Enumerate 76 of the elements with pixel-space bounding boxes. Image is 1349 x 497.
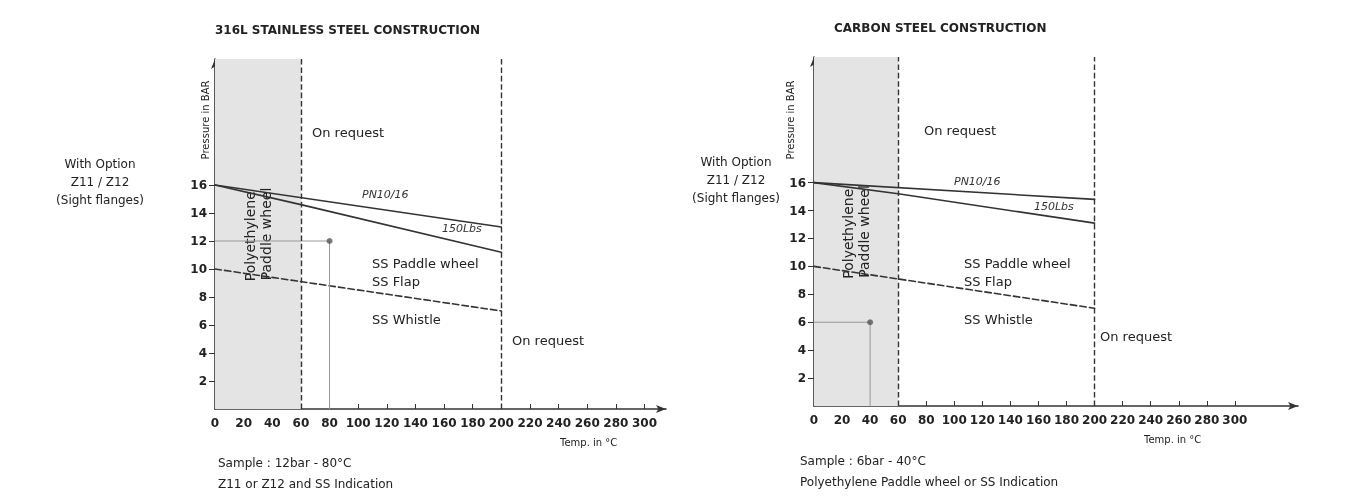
x-tick-label: 200: [488, 416, 514, 430]
band-label: Polyethylene Paddle wheel: [241, 186, 274, 282]
x-tick-label: 260: [1166, 413, 1192, 427]
y-tick-label: 12: [190, 234, 207, 248]
x-tick-label: 20: [833, 413, 851, 427]
y-axis-title: Pressure in BAR: [199, 80, 211, 160]
x-tick-label: 140: [402, 416, 428, 430]
annotation: On request: [924, 122, 997, 138]
series-label: 150Lbs: [442, 222, 483, 235]
x-tick-label: 120: [374, 416, 400, 430]
x-tick-label: 300: [631, 416, 658, 430]
x-tick-label: 180: [1053, 413, 1080, 427]
text: With Option Z11 / Z12 (Sight flanges): [692, 155, 780, 205]
x-tick-label: 100: [345, 416, 371, 430]
annotation: On request: [512, 332, 585, 348]
x-tick-label: 280: [603, 416, 629, 430]
annotation: SS Flap: [964, 273, 1012, 289]
series-label: 150Lbs: [1034, 200, 1075, 213]
annotation: SS Paddle wheel: [372, 255, 479, 271]
x-tick-label: 180: [460, 416, 486, 430]
y-tick-label: 14: [789, 203, 806, 218]
x-tick-label: 300: [1222, 413, 1248, 427]
text: Polyethylene Paddle wheel or SS Indication: [800, 475, 1059, 489]
x-tick-label: 280: [1194, 413, 1220, 427]
y-tick-label: 6: [797, 315, 806, 330]
series-label: PN10/16: [362, 188, 409, 201]
text: Sample : 6bar - 40°C: [800, 454, 926, 468]
y-tick-label: 2: [198, 374, 207, 388]
x-tick-label: 240: [546, 416, 572, 430]
y-tick-label: 8: [797, 287, 806, 302]
y-tick-label: 4: [797, 343, 806, 358]
x-tick-label: 200: [1082, 413, 1108, 427]
x-tick-label: 0: [809, 413, 819, 427]
y-tick-label: 16: [789, 175, 806, 190]
y-tick-label: 8: [198, 290, 207, 304]
text: Sample : 12bar - 80°C: [218, 456, 352, 470]
y-tick-label: 14: [190, 206, 207, 220]
x-tick-label: 240: [1138, 413, 1164, 427]
x-tick-label: 40: [263, 416, 281, 430]
x-axis-title: Temp. in °C: [559, 436, 618, 448]
y-tick-label: 2: [797, 371, 806, 386]
y-tick-label: 16: [190, 178, 207, 192]
text: Z11 or Z12 and SS Indication: [218, 477, 394, 491]
annotation: On request: [1100, 328, 1173, 344]
x-tick-label: 220: [517, 416, 543, 430]
x-tick-label: 60: [292, 416, 310, 430]
chart-title: CARBON STEEL CONSTRUCTION: [834, 21, 1047, 35]
x-tick-label: 140: [997, 413, 1023, 427]
x-tick-label: 100: [941, 413, 967, 427]
x-axis-title: Temp. in °C: [1143, 433, 1202, 445]
x-tick-label: 60: [889, 413, 907, 427]
annotation: SS Whistle: [372, 311, 441, 327]
annotation: SS Flap: [372, 273, 420, 289]
y-tick-label: 6: [198, 318, 207, 332]
annotation: SS Whistle: [964, 311, 1033, 327]
x-tick-label: 160: [1025, 413, 1051, 427]
x-tick-label: 0: [210, 416, 220, 430]
y-tick-label: 10: [190, 262, 207, 276]
x-tick-label: 80: [917, 413, 935, 427]
x-tick-label: 160: [431, 416, 457, 430]
series-label: PN10/16: [954, 175, 1001, 188]
annotation: SS Paddle wheel: [964, 255, 1071, 271]
x-tick-label: 20: [235, 416, 252, 430]
y-tick-label: 12: [789, 231, 806, 246]
x-tick-label: 40: [861, 413, 879, 427]
x-tick-label: 220: [1110, 413, 1136, 427]
y-tick-label: 4: [198, 346, 207, 360]
chart-title: 316L STAINLESS STEEL CONSTRUCTION: [215, 23, 480, 37]
x-tick-label: 120: [969, 413, 995, 427]
text: With Option Z11 / Z12 (Sight flanges): [56, 157, 144, 207]
x-tick-label: 260: [574, 416, 600, 430]
y-axis-title: Pressure in BAR: [784, 80, 796, 160]
y-tick-label: 10: [789, 259, 806, 274]
x-tick-label: 80: [321, 416, 338, 430]
band-label: Polyethylene Paddle wheel: [840, 184, 873, 279]
annotation: On request: [312, 124, 385, 140]
